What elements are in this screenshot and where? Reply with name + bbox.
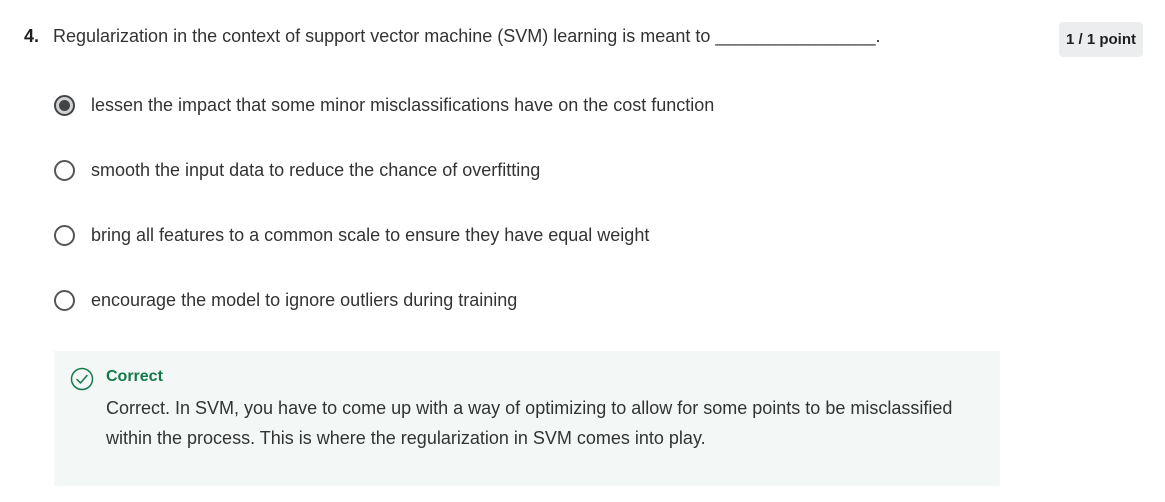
feedback-text: Correct. In SVM, you have to come up wit… — [106, 398, 953, 448]
radio-button[interactable] — [54, 225, 75, 246]
option-3[interactable]: bring all features to a common scale to … — [54, 225, 649, 246]
question-number: 4. — [24, 26, 40, 46]
option-4[interactable]: encourage the model to ignore outliers d… — [54, 290, 517, 311]
question-text: Regularization in the context of support… — [53, 26, 881, 46]
option-label: lessen the impact that some minor miscla… — [91, 95, 715, 115]
radio-dot-icon — [59, 100, 70, 111]
question-header: 4. Regularization in the context of supp… — [24, 24, 881, 48]
radio-button-selected[interactable] — [54, 95, 75, 116]
option-label: bring all features to a common scale to … — [91, 225, 650, 245]
option-label: encourage the model to ignore outliers d… — [91, 290, 518, 310]
radio-button[interactable] — [54, 290, 75, 311]
option-label: smooth the input data to reduce the chan… — [91, 160, 541, 180]
radio-button[interactable] — [54, 160, 75, 181]
feedback-panel: Correct Correct. In SVM, you have to com… — [54, 351, 1000, 486]
points-badge: 1 / 1 point — [1059, 22, 1143, 57]
check-circle-icon — [70, 367, 94, 391]
option-1[interactable]: lessen the impact that some minor miscla… — [54, 95, 714, 116]
feedback-status: Correct — [106, 368, 163, 385]
option-2[interactable]: smooth the input data to reduce the chan… — [54, 160, 540, 181]
